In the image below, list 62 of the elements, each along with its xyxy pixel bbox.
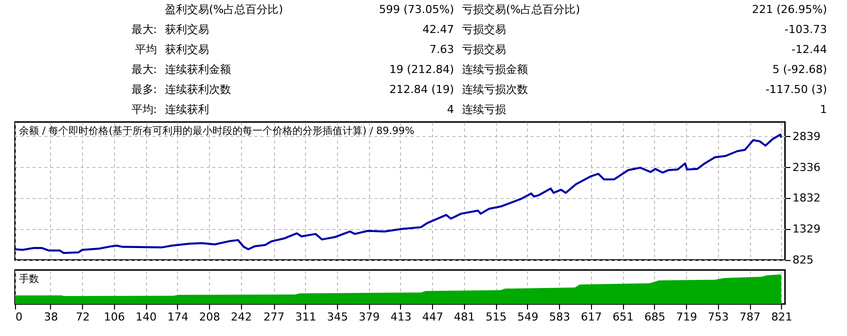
- x-tick-label: 140: [136, 310, 157, 324]
- text: 19 (212.84): [389, 63, 454, 76]
- text: 连续亏损金额: [462, 63, 528, 76]
- text: 7.63: [430, 43, 454, 56]
- chart-title: 手数: [19, 273, 39, 285]
- chart-title: 余额 / 每个即时价格(基于所有可利用的最小时段的每一个价格的分形插值计算) / 89.99%: [19, 125, 414, 137]
- x-tick-label: 0: [16, 310, 22, 324]
- y-tick-label: 1329: [792, 222, 820, 236]
- x-tick-label: 617: [580, 310, 602, 324]
- text: 亏损交易(%占总百分比): [462, 3, 580, 16]
- text: -117.50 (3): [765, 83, 827, 96]
- x-tick-label: 447: [422, 310, 444, 324]
- text: 亏损交易: [462, 43, 506, 56]
- text: 盈利交易(%占总百分比): [165, 3, 284, 16]
- text: 212.84 (19): [389, 83, 454, 96]
- text: 连续获利: [165, 103, 209, 116]
- x-tick-label: 345: [327, 310, 348, 324]
- text: 获利交易: [165, 43, 209, 56]
- text: 599 (73.05%): [378, 3, 454, 16]
- x-tick-label: 72: [76, 310, 90, 324]
- x-tick-label: 719: [676, 310, 698, 324]
- text: 连续获利金额: [165, 63, 231, 76]
- text: 连续获利次数: [165, 83, 231, 96]
- x-tick-label: 515: [486, 310, 507, 324]
- x-tick-label: 311: [295, 310, 316, 324]
- x-tick-label: 242: [230, 310, 252, 324]
- y-tick-label: 825: [792, 254, 814, 266]
- x-tick-label: 208: [199, 310, 220, 324]
- text: 最大:: [131, 23, 157, 36]
- x-tick-label: 821: [771, 310, 792, 324]
- y-tick-label: 2336: [792, 160, 820, 174]
- text: 连续亏损: [462, 103, 506, 116]
- x-tick-label: 651: [612, 310, 634, 324]
- text: 最大:: [131, 63, 157, 76]
- x-tick-label: 549: [517, 310, 538, 324]
- text: 平均: [135, 43, 157, 56]
- y-tick-label: 2839: [792, 130, 820, 143]
- x-tick-label: 106: [104, 310, 125, 324]
- x-tick-label: 685: [644, 310, 666, 324]
- text: 连续亏损次数: [462, 83, 528, 96]
- x-tick-label: 413: [390, 310, 412, 324]
- x-tick-label: 481: [454, 310, 475, 324]
- x-tick-label: 753: [708, 310, 729, 324]
- x-tick-label: 379: [358, 310, 380, 324]
- x-tick-label: 38: [44, 310, 58, 324]
- y-tick-label: 1832: [792, 192, 820, 205]
- text: 亏损交易: [462, 23, 506, 36]
- text: 1: [820, 103, 827, 116]
- x-tick-label: 277: [264, 310, 285, 324]
- text: 5 (-92.68): [772, 63, 827, 76]
- x-tick-label: 787: [740, 310, 761, 324]
- text: -12.44: [792, 43, 827, 56]
- x-tick-label: 583: [549, 310, 570, 324]
- text: 4: [447, 103, 454, 116]
- text: 平均:: [131, 103, 157, 116]
- text: 最多:: [131, 83, 157, 96]
- x-tick-label: 174: [167, 310, 188, 324]
- text: 42.47: [422, 23, 454, 36]
- text: 获利交易: [165, 23, 209, 36]
- text: -103.73: [784, 23, 827, 36]
- text: 221 (26.95%): [752, 3, 827, 16]
- line-series: [14, 134, 782, 254]
